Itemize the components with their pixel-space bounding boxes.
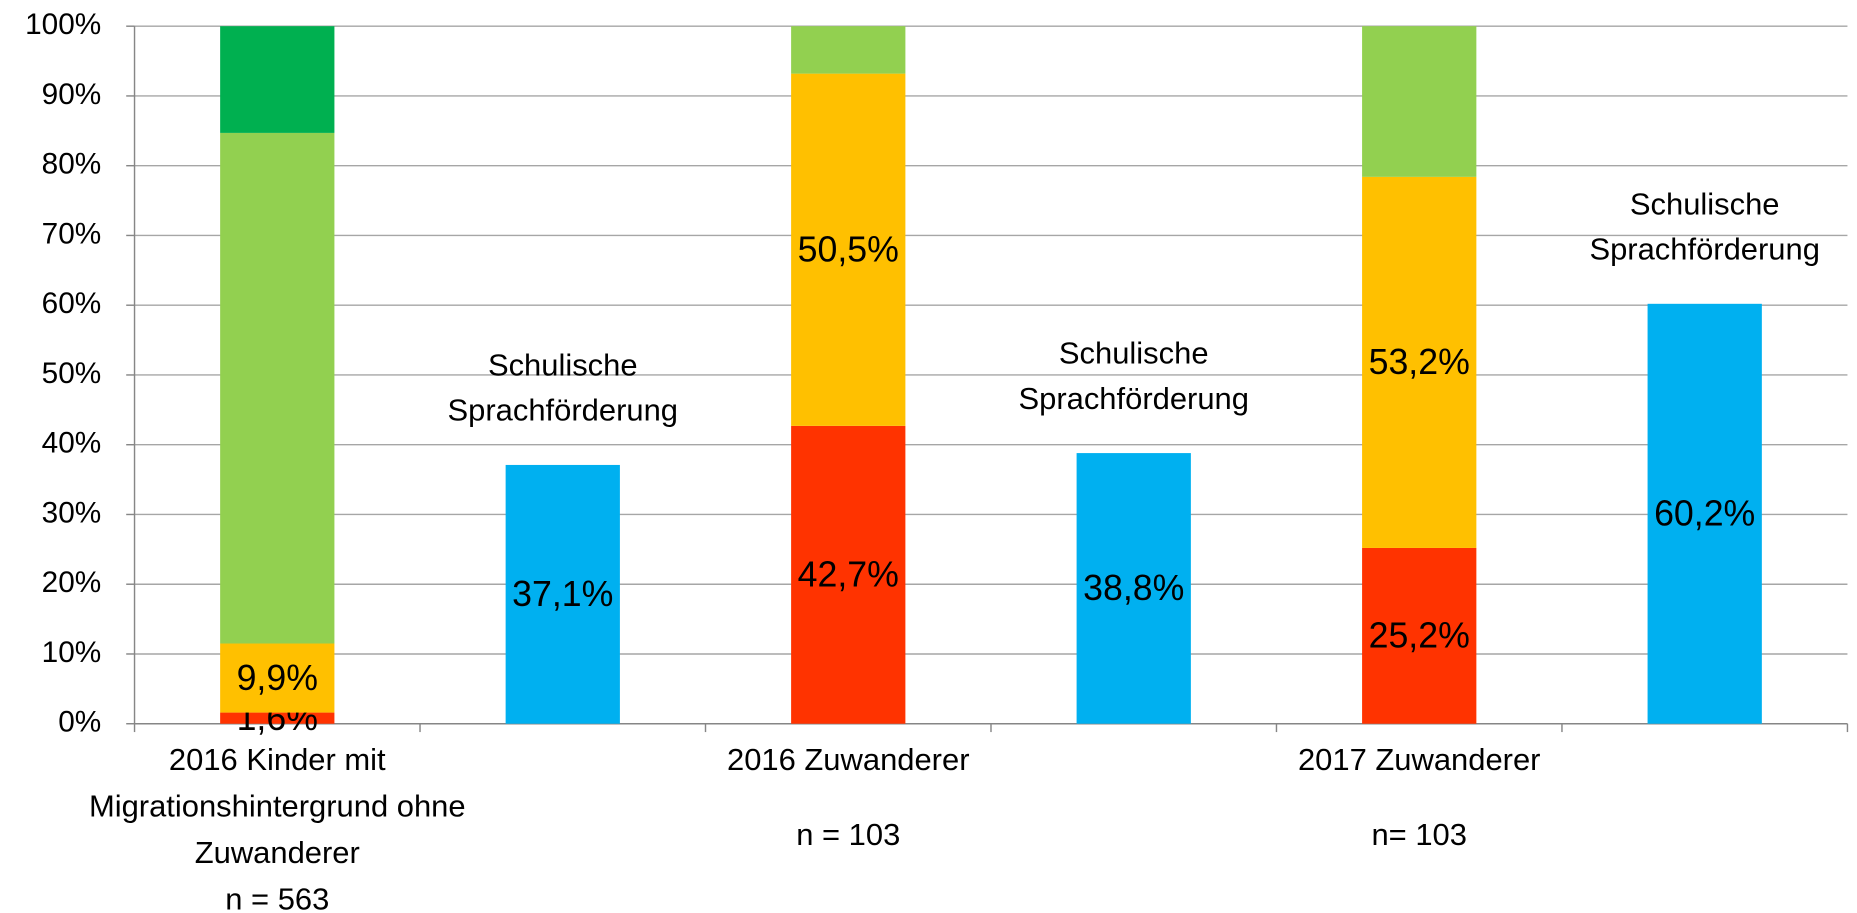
data-label: 38,8% <box>1083 568 1184 608</box>
y-tick-label: 60% <box>42 287 102 320</box>
y-tick-label: 100% <box>25 8 101 41</box>
annotation: Sprachförderung <box>1589 232 1819 267</box>
y-tick-label: 0% <box>58 706 101 739</box>
data-label: 25,2% <box>1369 616 1470 656</box>
y-tick-label: 50% <box>42 357 102 390</box>
bar-segment <box>791 73 906 426</box>
bar-segment <box>791 425 906 724</box>
y-tick-label: 90% <box>42 78 102 111</box>
y-tick-label: 80% <box>42 148 102 181</box>
bar-segment <box>791 26 906 74</box>
bar-segment <box>1362 176 1477 548</box>
x-tick-label: Migrationshintergrund ohne <box>89 788 466 823</box>
annotation: Schulische <box>1630 186 1780 221</box>
data-label: 9,9% <box>237 658 318 698</box>
annotation: Sprachförderung <box>1019 381 1249 416</box>
y-tick-label: 30% <box>42 496 102 529</box>
bar-segment <box>1076 453 1191 724</box>
bar-segment <box>505 464 620 724</box>
data-label: 60,2% <box>1654 494 1755 534</box>
bar-segment <box>1647 303 1762 724</box>
bar-segment <box>220 132 335 644</box>
bar-segment <box>1362 547 1477 724</box>
bar-segment <box>220 643 335 713</box>
y-tick-label: 20% <box>42 566 102 599</box>
bar-segment <box>220 712 335 724</box>
y-tick-label: 40% <box>42 427 102 460</box>
data-label: 50,5% <box>798 230 899 270</box>
x-tick-label: Zuwanderer <box>195 835 360 870</box>
sample-size: n= 103 <box>1371 817 1467 852</box>
x-tick-label: 2017 Zuwanderer <box>1298 742 1540 777</box>
bar-segment <box>1362 26 1477 177</box>
data-label: 37,1% <box>512 574 613 614</box>
bar-segment <box>220 26 335 133</box>
annotation: Schulische <box>1059 336 1209 371</box>
annotation: Sprachförderung <box>448 393 678 428</box>
y-tick-label: 70% <box>42 217 102 250</box>
data-label: 53,2% <box>1369 342 1470 382</box>
data-label: 42,7% <box>798 555 899 595</box>
annotation: Schulische <box>488 348 638 383</box>
y-tick-label: 10% <box>42 636 102 669</box>
x-tick-label: 2016 Zuwanderer <box>727 742 970 777</box>
x-tick-label: 2016 Kinder mit <box>169 742 386 777</box>
sample-size: n = 103 <box>796 817 900 852</box>
sample-size: n = 563 <box>225 881 329 913</box>
